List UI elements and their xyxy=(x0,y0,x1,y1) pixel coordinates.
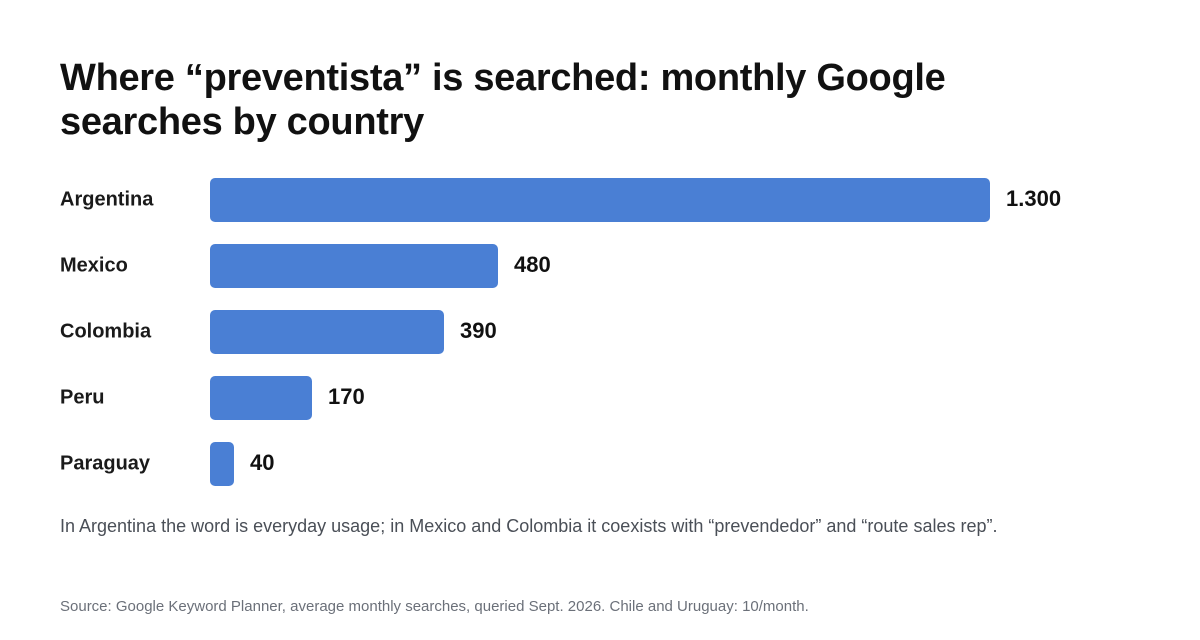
bar xyxy=(210,178,990,222)
chart-title: Where “preventista” is searched: monthly… xyxy=(60,57,946,143)
category-label: Peru xyxy=(60,386,104,408)
bar xyxy=(210,442,234,486)
category-label: Mexico xyxy=(60,254,128,276)
value-label: 390 xyxy=(460,318,497,343)
chart-source: Source: Google Keyword Planner, average … xyxy=(60,598,809,615)
category-label: Paraguay xyxy=(60,452,151,474)
value-label: 170 xyxy=(328,384,365,409)
category-label: Argentina xyxy=(60,188,154,210)
bar xyxy=(210,310,444,354)
value-label: 40 xyxy=(250,450,274,475)
value-label: 1.300 xyxy=(1006,186,1061,211)
bar xyxy=(210,244,498,288)
chart-note: In Argentina the word is everyday usage;… xyxy=(60,516,998,536)
value-label: 480 xyxy=(514,252,551,277)
category-label: Colombia xyxy=(60,320,152,342)
bar-chart: Argentina 1.300 Mexico 480 Colombia 390 Peru 17… xyxy=(60,178,1061,486)
bar xyxy=(210,376,312,420)
